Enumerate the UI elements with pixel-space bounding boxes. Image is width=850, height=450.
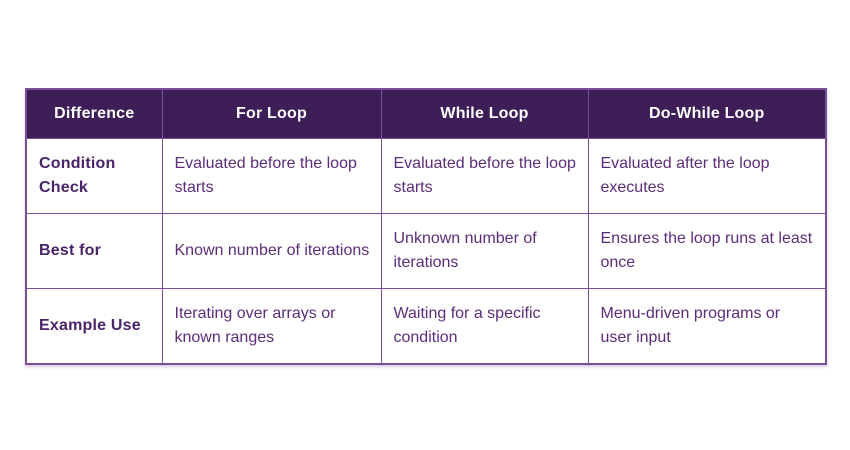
row-label-best-for: Best for [25, 213, 163, 289]
column-header-for-loop: For Loop [161, 88, 382, 139]
column-header-difference: Difference [25, 88, 163, 139]
table-row-example-use: Example Use Iterating over arrays or kno… [25, 288, 827, 364]
cell-best-for-while: Unknown number of iterations [380, 213, 589, 289]
cell-condition-check-do-while: Evaluated after the loop executes [587, 138, 827, 214]
table-row-best-for: Best for Known number of iterations Unkn… [25, 213, 827, 289]
cell-example-use-for: Iterating over arrays or known ranges [161, 288, 382, 364]
cell-condition-check-for: Evaluated before the loop starts [161, 138, 382, 214]
loop-comparison-table: Difference For Loop While Loop Do-While … [25, 88, 827, 365]
row-label-condition-check: Condition Check [25, 138, 163, 214]
cell-example-use-do-while: Menu-driven programs or user input [587, 288, 827, 364]
cell-example-use-while: Waiting for a specific condition [380, 288, 589, 364]
column-header-while-loop: While Loop [380, 88, 589, 139]
loop-comparison-table-container: Difference For Loop While Loop Do-While … [25, 88, 827, 365]
cell-best-for-do-while: Ensures the loop runs at least once [587, 213, 827, 289]
column-header-do-while-loop: Do-While Loop [587, 88, 827, 139]
cell-best-for-for: Known number of iterations [161, 213, 382, 289]
table-row-condition-check: Condition Check Evaluated before the loo… [25, 138, 827, 214]
header-row: Difference For Loop While Loop Do-While … [25, 88, 827, 139]
cell-condition-check-while: Evaluated before the loop starts [380, 138, 589, 214]
row-label-example-use: Example Use [25, 288, 163, 364]
